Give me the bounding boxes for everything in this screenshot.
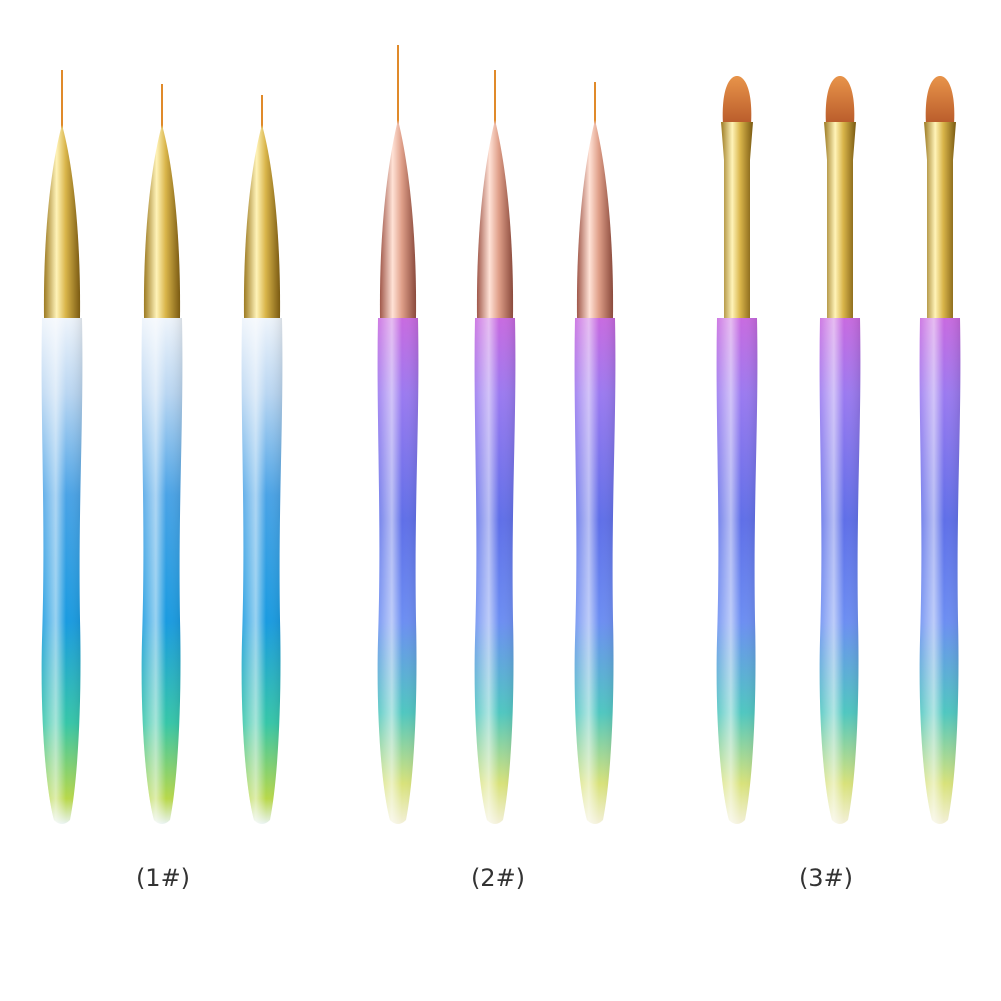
- brush-ferrule: [243, 125, 281, 318]
- size-label: (1#): [136, 864, 190, 892]
- handle-shine: [377, 318, 419, 824]
- handle-shine: [141, 318, 183, 824]
- brush-bristles: [825, 76, 855, 125]
- size-label: (3#): [799, 864, 853, 892]
- handle-shine: [919, 318, 961, 824]
- brush-ferrule: [143, 125, 181, 318]
- brush-bristles: [722, 76, 752, 125]
- brush-ferrule: [824, 122, 856, 318]
- brushes: [41, 45, 961, 824]
- handle-shine: [574, 318, 616, 824]
- brush-ferrule: [576, 120, 614, 318]
- brush-ferrule: [43, 125, 81, 318]
- handle-shine: [474, 318, 516, 824]
- handle-shine: [241, 318, 283, 824]
- handle-shine: [716, 318, 758, 824]
- handle-shine: [819, 318, 861, 824]
- handle-shine: [41, 318, 83, 824]
- brush-ferrule: [476, 120, 514, 318]
- brush-bristles: [925, 76, 955, 125]
- brush-ferrule: [924, 122, 956, 318]
- brush-ferrule: [379, 120, 417, 318]
- size-label: (2#): [471, 864, 525, 892]
- brush-ferrule: [721, 122, 753, 318]
